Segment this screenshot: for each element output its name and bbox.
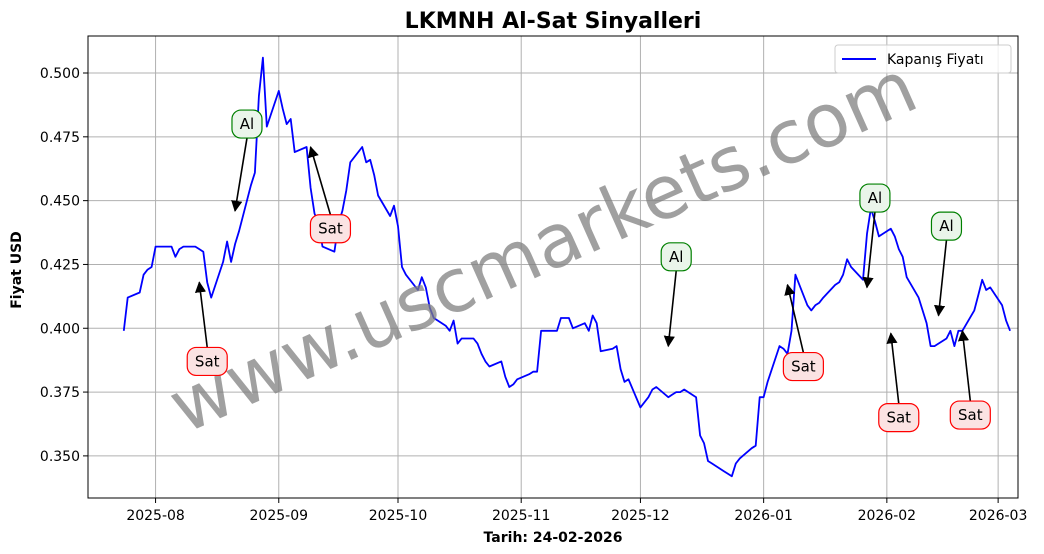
sell-signal: Sat xyxy=(782,283,824,382)
signal-arrow xyxy=(308,145,332,215)
signal-label: Sat xyxy=(195,352,220,370)
chart-title: LKMNH Al-Sat Sinyalleri xyxy=(405,9,702,34)
buy-signal: Al xyxy=(930,211,963,317)
plot-frame xyxy=(87,35,1019,499)
legend-box xyxy=(834,44,1012,74)
watermark-text: www.uscmarkets.com xyxy=(157,44,929,451)
buy-signal: Al xyxy=(859,183,891,289)
y-tick-label: 0.400 xyxy=(40,321,80,337)
signal-label-box xyxy=(782,351,824,382)
watermark: www.uscmarkets.com xyxy=(157,44,929,451)
x-tick-label: 2025-12 xyxy=(611,508,670,524)
signal-arrow xyxy=(957,329,972,402)
sell-signal: Sat xyxy=(308,145,352,244)
y-axis-label: Fiyat USD xyxy=(9,231,25,309)
signal-label-box xyxy=(186,346,228,377)
legend-label: Kapanış Fiyatı xyxy=(887,52,984,68)
buy-signal: Al xyxy=(660,242,692,348)
signal-arrow xyxy=(862,211,876,289)
signal-label: Sat xyxy=(318,220,343,238)
x-tick-label: 2026-02 xyxy=(858,508,917,524)
x-tick-label: 2025-10 xyxy=(369,508,428,524)
sell-signal: Sat xyxy=(186,281,228,377)
signal-label-box xyxy=(660,242,692,272)
x-axis-label: Tarih: 24-02-2026 xyxy=(484,530,623,546)
signal-label: Al xyxy=(939,217,953,235)
y-tick-label: 0.350 xyxy=(40,449,80,465)
y-tick-label: 0.450 xyxy=(40,194,80,210)
signal-label: Al xyxy=(868,189,882,207)
signal-arrow xyxy=(194,281,209,348)
sell-signal: Sat xyxy=(949,329,991,430)
signal-label-box xyxy=(309,214,352,244)
signal-label: Sat xyxy=(958,406,983,424)
legend: Kapanış Fiyatı xyxy=(834,44,1012,74)
signal-arrow xyxy=(934,240,948,317)
signal-label: Sat xyxy=(886,409,911,427)
signal-label: Al xyxy=(240,115,254,133)
y-tick-label: 0.500 xyxy=(40,66,80,82)
signal-label: Sat xyxy=(791,358,816,376)
axes: 2025-08 2025-09 2025-10 2025-11 2025-12 2026-… xyxy=(40,66,1027,524)
x-tick-label: 2025-11 xyxy=(492,508,551,524)
signal-label-box xyxy=(859,183,891,213)
signal-arrow xyxy=(663,270,678,348)
sell-signal: Sat xyxy=(878,332,920,433)
signal-label: Al xyxy=(669,248,683,266)
y-tick-label: 0.375 xyxy=(40,385,80,401)
signal-annotations: Al Sat Sat Al Sat Al Sat Al Sat xyxy=(186,109,991,433)
x-tick-label: 2025-08 xyxy=(126,508,185,524)
signal-label-box xyxy=(930,211,963,241)
signal-label-box xyxy=(949,400,991,430)
price-series xyxy=(122,56,1011,478)
y-tick-label: 0.475 xyxy=(40,130,80,146)
signal-label-box xyxy=(878,402,920,433)
signal-arrow xyxy=(784,283,805,353)
signal-label-box xyxy=(231,109,263,139)
buy-signal: Al xyxy=(231,109,263,212)
x-tick-label: 2026-03 xyxy=(969,508,1028,524)
y-tick-label: 0.425 xyxy=(40,257,80,273)
price-line xyxy=(122,56,1011,478)
x-tick-label: 2025-09 xyxy=(250,508,309,524)
signal-arrow xyxy=(231,137,248,212)
x-tick-label: 2026-01 xyxy=(734,508,793,524)
signal-arrow xyxy=(886,332,900,404)
